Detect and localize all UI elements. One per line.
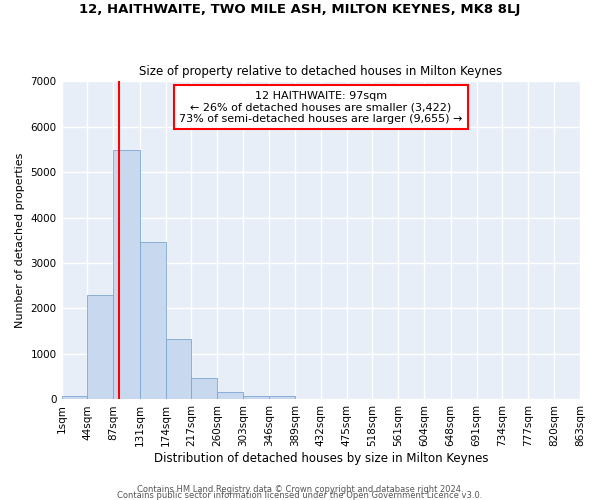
Bar (166, 340, 191, 400)
Text: 12, HAITHWAITE, TWO MILE ASH, MILTON KEYNES, MK8 8LJ: 12, HAITHWAITE, TWO MILE ASH, MILTON KEY… (79, 2, 521, 16)
Text: 12 HAITHWAITE: 97sqm
← 26% of detached houses are smaller (3,422)
73% of semi-de: 12 HAITHWAITE: 97sqm ← 26% of detached h… (179, 90, 463, 124)
Bar (113, 150, 140, 400)
Bar (62, 396, 88, 400)
Text: Contains HM Land Registry data © Crown copyright and database right 2024.: Contains HM Land Registry data © Crown c… (137, 485, 463, 494)
Text: Contains public sector information licensed under the Open Government Licence v3: Contains public sector information licen… (118, 490, 482, 500)
Bar (217, 392, 243, 400)
Bar (269, 396, 295, 400)
Bar (140, 242, 166, 400)
Title: Size of property relative to detached houses in Milton Keynes: Size of property relative to detached ho… (139, 66, 502, 78)
Bar (88, 295, 113, 400)
Y-axis label: Number of detached properties: Number of detached properties (15, 152, 25, 328)
X-axis label: Distribution of detached houses by size in Milton Keynes: Distribution of detached houses by size … (154, 452, 488, 465)
Bar (191, 378, 217, 400)
Bar (243, 396, 269, 400)
